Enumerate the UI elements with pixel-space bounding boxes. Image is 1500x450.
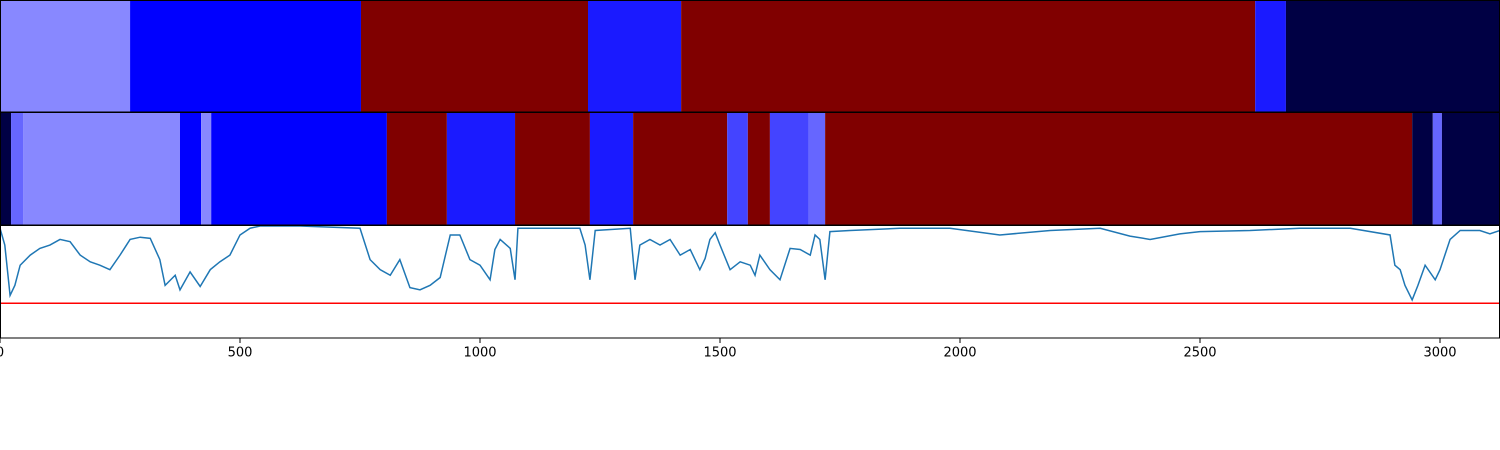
segment	[825, 113, 1413, 225]
segment	[386, 113, 447, 225]
x-tick-label: 0	[0, 346, 4, 361]
segment	[633, 113, 728, 225]
segment	[1285, 1, 1500, 112]
segment	[360, 1, 588, 112]
segment	[1432, 113, 1442, 225]
data-line	[0, 225, 1500, 302]
segment	[727, 113, 748, 225]
segment	[130, 1, 361, 112]
segment	[681, 1, 1256, 112]
segment	[769, 113, 809, 225]
segment	[589, 113, 634, 225]
segment	[446, 113, 516, 225]
segment	[211, 113, 387, 225]
x-tick-label: 1000	[463, 346, 496, 361]
x-tick-label: 500	[228, 346, 253, 361]
segment	[1441, 113, 1500, 225]
segment	[0, 113, 12, 225]
segment	[515, 113, 590, 225]
segment	[588, 1, 682, 112]
segment	[0, 1, 131, 112]
segment	[1412, 113, 1433, 225]
panel-frame	[0, 225, 1500, 339]
segment	[23, 113, 180, 225]
segment	[808, 113, 826, 225]
x-tick-label: 1500	[703, 346, 736, 361]
x-tick-label: 2500	[1183, 346, 1216, 361]
segment	[201, 113, 212, 225]
x-tick-label: 2000	[943, 346, 976, 361]
x-tick-label: 3000	[1423, 346, 1456, 361]
segment	[180, 113, 202, 225]
segment	[1255, 1, 1286, 112]
segment	[747, 113, 770, 225]
segment	[11, 113, 24, 225]
